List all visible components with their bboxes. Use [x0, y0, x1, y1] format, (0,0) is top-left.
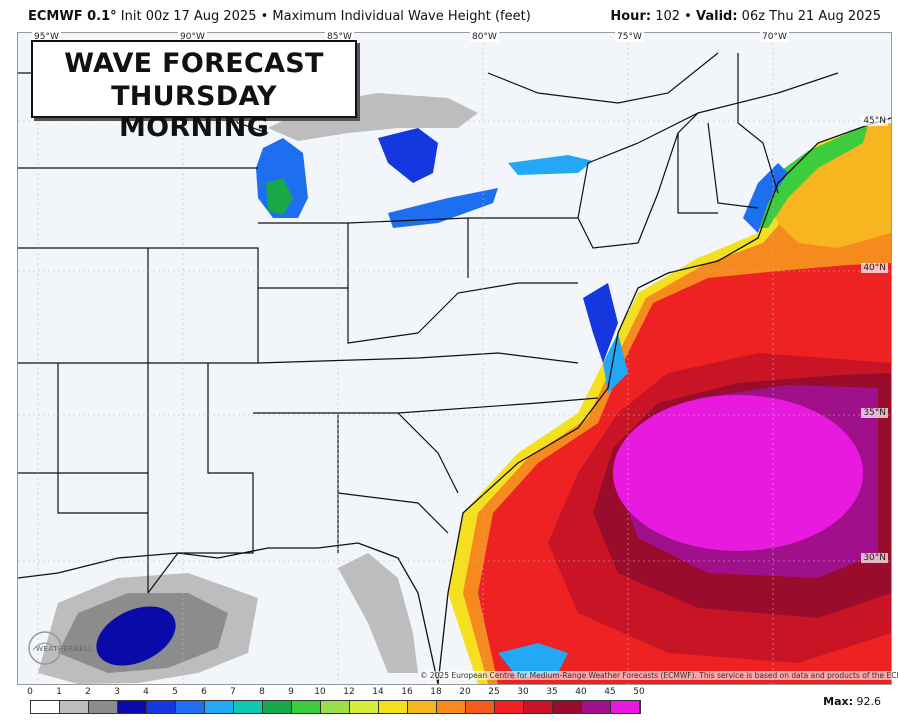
colorbar-tick-label: 4 [143, 687, 149, 697]
colorbar-segment [176, 701, 205, 713]
colorbar-tick-label: 25 [488, 687, 500, 697]
colorbar-segment [263, 701, 292, 713]
lat-label-30n: 30°N [861, 553, 888, 563]
colorbar-tick-label: 14 [372, 687, 384, 697]
model-info: ECMWF 0.1° Init 00z 17 Aug 2025 • Maximu… [28, 9, 531, 24]
colorbar-tick-label: 5 [172, 687, 178, 697]
logo-text: WEATHERBELL [36, 645, 93, 653]
lake-ontario [508, 155, 593, 175]
colorbar-segment [147, 701, 176, 713]
colorbar-segment [89, 701, 118, 713]
florida-tip-waves [498, 643, 568, 678]
copyright-notice: © 2025 European Centre for Medium-Range … [420, 671, 898, 680]
valid-info: Hour: 102 • Valid: 06z Thu 21 Aug 2025 [610, 9, 881, 24]
gulf-waves-blue [96, 606, 176, 666]
lon-label-70w: 70°W [760, 32, 789, 42]
colorbar-tick-label: 45 [604, 687, 616, 697]
lon-label-75w: 75°W [615, 32, 644, 42]
lat-label-35n: 35°N [861, 408, 888, 418]
colorbar-tick-label: 20 [459, 687, 471, 697]
lat-label-40n: 40°N [861, 263, 888, 273]
gulf-waves-east [338, 553, 418, 673]
coast-band-blue [583, 283, 618, 363]
valid-label: Valid: [695, 9, 738, 24]
header-bar: ECMWF 0.1° Init 00z 17 Aug 2025 • Maximu… [0, 0, 898, 30]
colorbar-tick-label: 6 [201, 687, 207, 697]
colorbar-tick-label: 8 [259, 687, 265, 697]
hour-value: 102 [655, 9, 681, 24]
max-label: Max: [823, 695, 853, 708]
colorbar-tick-label: 7 [230, 687, 236, 697]
colorbar-tick-label: 9 [288, 687, 294, 697]
title-line1: WAVE FORECAST [64, 48, 324, 79]
colorbar-tick-label: 0 [27, 687, 33, 697]
colorbar [30, 700, 641, 714]
lon-label-85w: 85°W [325, 32, 354, 42]
init-time: Init 00z 17 Aug 2025 [120, 9, 257, 24]
colorbar-segment [379, 701, 408, 713]
separator: • [684, 9, 692, 24]
colorbar-tick-label: 50 [633, 687, 645, 697]
colorbar-segment [582, 701, 611, 713]
colorbar-tick-label: 12 [343, 687, 355, 697]
colorbar-segment [611, 701, 640, 713]
colorbar-segment [524, 701, 553, 713]
max-value: 92.6 [856, 695, 882, 708]
colorbar-ticks: 0 1 2 3 4 5 6 7 8 9 10 12 14 16 18 20 25 30 35 40 45 50 [27, 687, 645, 699]
colorbar-segment [553, 701, 582, 713]
colorbar-segment [408, 701, 437, 713]
colorbar-segment [234, 701, 263, 713]
colorbar-tick-label: 18 [430, 687, 442, 697]
wave-max-magenta [613, 395, 863, 551]
coastline [437, 117, 891, 684]
wave-height-map: WEATHERBELL [17, 32, 892, 685]
lat-label-45n: 45°N [861, 116, 888, 126]
gulf-maine-green [753, 125, 868, 228]
map-canvas [18, 33, 891, 684]
colorbar-tick-label: 30 [517, 687, 529, 697]
colorbar-tick-label: 1 [56, 687, 62, 697]
colorbar-tick-label: 2 [85, 687, 91, 697]
colorbar-segment [292, 701, 321, 713]
colorbar-segment [495, 701, 524, 713]
max-value-label: Max: 92.6 [823, 695, 881, 708]
separator: • [260, 9, 269, 24]
colorbar-tick-label: 3 [114, 687, 120, 697]
lon-label-90w: 90°W [178, 32, 207, 42]
colorbar-segment [350, 701, 379, 713]
graticule [18, 33, 891, 684]
lon-label-80w: 80°W [470, 32, 499, 42]
colorbar-segment [437, 701, 466, 713]
colorbar-tick-label: 16 [401, 687, 413, 697]
colorbar-segment [31, 701, 60, 713]
colorbar-segment [118, 701, 147, 713]
colorbar-segment [321, 701, 350, 713]
gulf-maine-waves [763, 123, 891, 248]
colorbar-segment [205, 701, 234, 713]
lon-label-95w: 95°W [32, 32, 61, 42]
weatherbell-logo [28, 631, 62, 665]
lake-michigan-green [266, 178, 293, 215]
gulf-coastline [18, 542, 439, 684]
model-name: ECMWF 0.1 [28, 9, 111, 24]
title-line2: THURSDAY MORNING [111, 81, 277, 143]
colorbar-tick-label: 10 [314, 687, 326, 697]
state-borders [18, 52, 839, 594]
colorbar-segment [466, 701, 495, 713]
hour-label: Hour: [610, 9, 652, 24]
degree-symbol: ° [110, 9, 117, 24]
lake-erie [388, 188, 498, 228]
lake-huron [378, 128, 438, 183]
valid-value: 06z Thu 21 Aug 2025 [741, 9, 881, 24]
product-name: Maximum Individual Wave Height (feet) [272, 9, 531, 24]
gulf-maine-blue [743, 163, 788, 233]
colorbar-tick-label: 40 [575, 687, 587, 697]
colorbar-tick-label: 35 [546, 687, 558, 697]
colorbar-segment [60, 701, 89, 713]
title-box: WAVE FORECAST THURSDAY MORNING [31, 40, 357, 143]
